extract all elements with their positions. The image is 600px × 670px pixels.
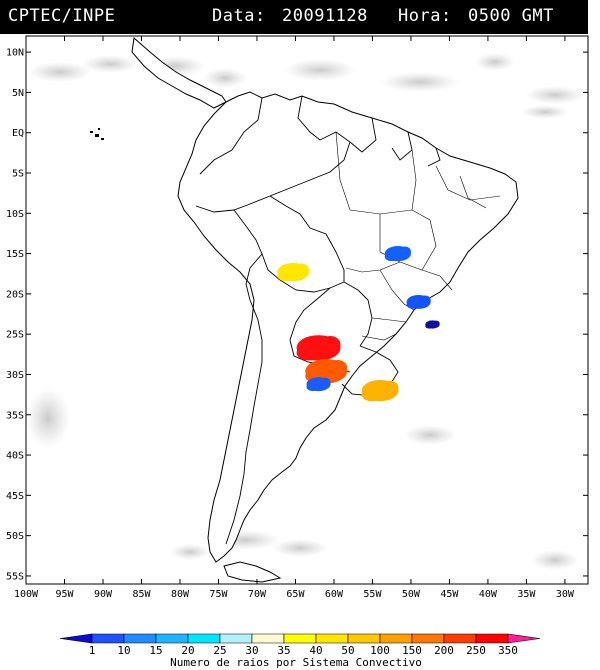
lat-label: 30S: [6, 370, 24, 381]
longitude-axis: 100W 95W 90W 85W 80W 75W 70W 65W 60W 55W 50W 45W 40W…: [14, 36, 575, 600]
colorbar-swatch: [379, 633, 413, 644]
colorbar-swatch: [507, 633, 541, 644]
lat-label: 25S: [6, 330, 24, 341]
colorbar-swatch: [411, 633, 445, 644]
lat-label: 10S: [6, 209, 24, 220]
lon-label: 95W: [55, 589, 74, 600]
lat-label: 20S: [6, 289, 24, 300]
latitude-axis: 10N 5N EQ 5S 10S 15S 20S 25S 30S 35S 40S 45S 50S 55S: [6, 48, 588, 582]
colorbar-title: Numero de raios por Sistema Convectivo: [170, 656, 422, 669]
colorbar-label: 50: [341, 644, 354, 657]
colorbar-label: 30: [245, 644, 258, 657]
colorbar-swatch: [347, 633, 381, 644]
colorbar-label: 25: [213, 644, 226, 657]
lat-label: 50S: [6, 531, 24, 542]
lat-label: 45S: [6, 491, 24, 502]
colorbar-label: 10: [117, 644, 130, 657]
source-label: CPTEC/INPE: [8, 6, 116, 26]
lon-label: 60W: [325, 589, 344, 600]
colorbar-label: 15: [149, 644, 162, 657]
lat-label: 15S: [6, 249, 24, 260]
lon-label: 75W: [209, 589, 228, 600]
colorbar-label: 150: [402, 644, 422, 657]
map-frame: [25, 35, 589, 585]
convective-system: [384, 246, 411, 262]
colorbar-label: 200: [434, 644, 454, 657]
convective-system: [306, 377, 331, 392]
colorbar-swatch: [91, 633, 125, 644]
date-value: 20091128: [282, 6, 368, 26]
lon-label: 65W: [286, 589, 305, 600]
lon-label: 85W: [132, 589, 151, 600]
convective-system: [296, 335, 341, 361]
colorbar-swatch: [475, 633, 509, 644]
central-america-outline: [131, 37, 227, 109]
colorbar-swatch: [443, 633, 477, 644]
hour-value: 0500 GMT: [468, 6, 554, 26]
lat-label: 5S: [12, 169, 24, 180]
lat-label: 55S: [6, 571, 24, 582]
lat-label: 35S: [6, 410, 24, 421]
country-borders: [195, 95, 441, 545]
convective-system: [277, 262, 309, 282]
lon-label: 100W: [14, 589, 39, 600]
lat-label: 10N: [6, 48, 24, 59]
colorbar-label: 100: [370, 644, 390, 657]
colorbar-swatch: [315, 633, 349, 644]
colorbar-label: 40: [309, 644, 322, 657]
colorbar-label: 350: [498, 644, 518, 657]
colorbar-label: 35: [277, 644, 290, 657]
title-bar: CPTEC/INPE Data: 20091128 Hora: 0500 GMT: [0, 0, 588, 34]
lon-label: 80W: [171, 589, 190, 600]
colorbar-label: 20: [181, 644, 194, 657]
convective-system: [361, 379, 399, 402]
lon-label: 90W: [94, 589, 113, 600]
tierra-del-fuego-outline: [223, 561, 282, 583]
colorbar: 1 10 15 20 25 30 35 40 50 100 150 200 250 350: [59, 633, 541, 657]
lon-label: 35W: [517, 589, 536, 600]
lon-label: 50W: [402, 589, 421, 600]
convective-system: [406, 294, 431, 309]
colorbar-label: 1: [89, 644, 96, 657]
colorbar-swatch: [219, 633, 253, 644]
lon-label: 30W: [556, 589, 575, 600]
lat-label: EQ: [12, 128, 24, 139]
lon-label: 40W: [479, 589, 498, 600]
galapagos-islands: [90, 128, 104, 140]
colorbar-swatch: [283, 633, 317, 644]
lat-label: 40S: [6, 451, 24, 462]
lon-label: 55W: [363, 589, 382, 600]
lat-label: 5N: [12, 88, 24, 99]
date-label: Data:: [212, 6, 266, 26]
colorbar-swatch: [59, 633, 93, 644]
colorbar-swatch: [123, 633, 157, 644]
colorbar-label: 250: [466, 644, 486, 657]
convective-systems: [277, 246, 440, 402]
convective-system: [425, 320, 440, 329]
hour-label: Hora:: [398, 6, 452, 26]
colorbar-swatch: [155, 633, 189, 644]
lon-label: 70W: [248, 589, 267, 600]
colorbar-swatch: [187, 633, 221, 644]
lon-label: 45W: [440, 589, 459, 600]
colorbar-swatch: [251, 633, 285, 644]
